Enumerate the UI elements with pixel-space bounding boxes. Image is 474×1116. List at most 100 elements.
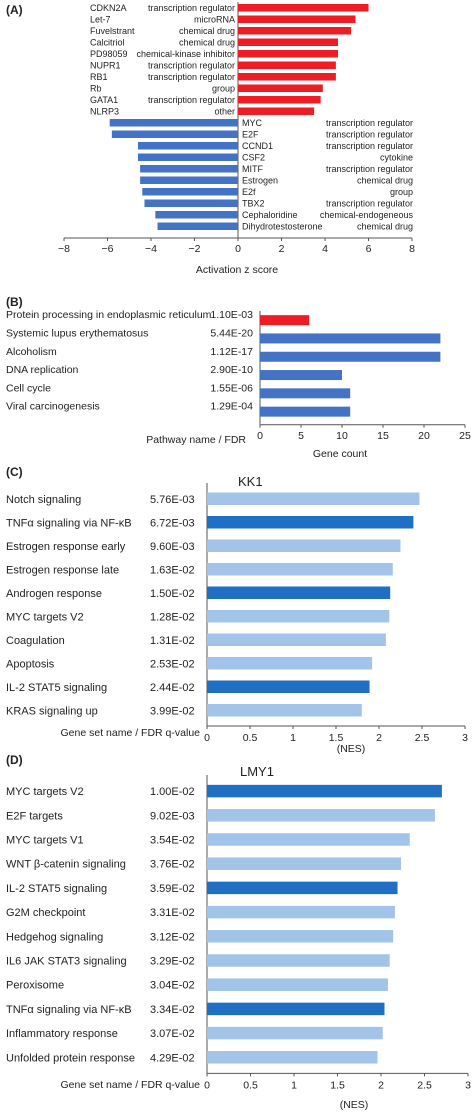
- panel-d-bar: [207, 1051, 378, 1064]
- panel-b-row-fdr: 1.29E-04: [210, 401, 253, 413]
- panel-b-row-fdr: 2.90E-10: [210, 364, 253, 376]
- panel-c-y-axis-label: Gene set name / FDR q-value: [61, 727, 201, 739]
- panel-a-row-name: RB1: [90, 72, 108, 82]
- panel-a-row-name: Cephaloridine: [242, 210, 298, 220]
- panel-d-row-fdr: 3.54E-02: [150, 835, 195, 847]
- panel-d-row-name: Hedgehog signaling: [6, 931, 103, 943]
- panel-c-row-fdr: 1.31E-02: [150, 635, 195, 647]
- panel-d-bar: [207, 784, 442, 798]
- panel-a-bar: [238, 50, 339, 58]
- panel-d-label: (D): [6, 753, 23, 767]
- panel-a-row-category: chemical drug: [357, 221, 413, 231]
- panel-a-row-name: GATA1: [90, 95, 118, 105]
- panel-d-row-fdr: 3.29E-02: [150, 956, 195, 968]
- panel-a-row-category: group: [212, 83, 235, 93]
- panel-c-bar: [207, 563, 393, 576]
- panel-c-bar: [207, 516, 414, 529]
- panel-b-x-tick-label: 10: [336, 430, 348, 442]
- panel-a-row-category: transcription regulator: [148, 3, 235, 13]
- panel-c-title: KK1: [238, 474, 263, 489]
- panel-b-bar: [260, 406, 351, 417]
- panel-a-row-category: chemical drug: [357, 175, 413, 185]
- panel-a-x-tick-label: 4: [322, 243, 328, 255]
- panel-d-bar: [207, 833, 410, 846]
- panel-c-row-fdr: 1.50E-02: [150, 588, 195, 600]
- panel-a-row-category: transcription regulator: [326, 164, 413, 174]
- panel-a-bar: [111, 130, 238, 138]
- panel-d-bar: [207, 857, 402, 870]
- panel-c-label: (C): [6, 465, 23, 479]
- panel-c-bar: [207, 704, 362, 717]
- panel-d-bar: [207, 1002, 385, 1016]
- panel-c-row-fdr: 5.76E-03: [150, 494, 195, 506]
- panel-c-bar: [207, 633, 386, 646]
- panel-a-row-name: Rb: [90, 83, 102, 93]
- panel-d-row-name: TNFα signaling via NF-κB: [6, 1004, 132, 1016]
- panel-a-bar: [144, 199, 238, 207]
- panel-a-bar: [238, 61, 336, 69]
- panel-c-row-fdr: 2.53E-02: [150, 658, 195, 670]
- panel-d-bar: [207, 1026, 383, 1040]
- panel-a-bar: [137, 142, 238, 150]
- panel-b-bar: [260, 333, 441, 344]
- panel-b-x-tick-label: 0: [257, 430, 263, 442]
- panel-a-row-name: Dihydrotestosterone: [242, 221, 323, 231]
- panel-b-chart: (B) 0 5 10 15 20 25 Pathway name / FDR Gene c…: [6, 295, 471, 460]
- panel-a-x-tick-label: −2: [189, 243, 201, 255]
- panel-d-x-tick-label: 2: [378, 1079, 384, 1091]
- panel-a-row-name: Let-7: [90, 14, 111, 24]
- panel-c-x-tick-label: 2.5: [415, 732, 430, 744]
- panel-c-bar: [207, 586, 391, 599]
- panel-d-row-name: MYC targets V2: [6, 786, 84, 798]
- panel-c-bar: [207, 610, 390, 623]
- panel-a-label: (A): [6, 3, 23, 17]
- panel-d-x-tick-label: 3: [465, 1079, 471, 1091]
- panel-d-row-name: Unfolded protein response: [6, 1052, 135, 1064]
- panel-d-row-fdr: 3.59E-02: [150, 883, 195, 895]
- panel-d-row-fdr: 3.04E-02: [150, 980, 195, 992]
- panel-b-row-fdr: 5.44E-20: [210, 327, 253, 339]
- panel-c-x-tick-label: 3: [462, 732, 468, 744]
- panel-a-row-category: transcription regulator: [148, 72, 235, 82]
- panel-a-row-name: Calcitriol: [90, 37, 125, 47]
- panel-a-bar: [142, 188, 238, 196]
- panel-a-x-tick-label: −8: [58, 243, 70, 255]
- panel-c-bar: [207, 492, 420, 505]
- panel-c-row-fdr: 6.72E-03: [150, 517, 195, 529]
- panel-a-row-name: CDKN2A: [90, 3, 127, 13]
- panel-b-row-name: Viral carcinogenesis: [6, 401, 100, 413]
- panel-a-row-name: NUPR1: [90, 60, 121, 70]
- panel-a-row-name: E2F: [242, 129, 259, 139]
- panel-c-row-name: Androgen response: [6, 588, 102, 600]
- panel-d-row-name: E2F targets: [6, 810, 63, 822]
- panel-a-x-tick-label: 6: [366, 243, 372, 255]
- panel-a-x-tick-label: −6: [102, 243, 114, 255]
- panel-a-x-tick-label: 2: [279, 243, 285, 255]
- panel-c-row-name: Apoptosis: [6, 658, 55, 670]
- panel-a-row-category: transcription regulator: [326, 198, 413, 208]
- panel-a-row-category: other: [214, 106, 235, 116]
- panel-a-x-axis: −8 −6 −4 −2 0 2 4 6 8: [58, 237, 415, 255]
- panel-a-row-category: transcription regulator: [148, 95, 235, 105]
- panel-a-row-name: Fuvelstrant: [90, 26, 135, 36]
- panel-b-bar: [260, 388, 351, 399]
- panel-d-row-fdr: 3.07E-02: [150, 1028, 195, 1040]
- panel-a-bar: [238, 107, 315, 115]
- panel-a-x-axis-label: Activation z score: [196, 264, 278, 276]
- panel-d-bar: [207, 905, 395, 919]
- panel-d-row-fdr: 1.00E-02: [150, 786, 195, 798]
- panel-a-row-category: cytokine: [380, 152, 413, 162]
- panel-a-bar: [137, 153, 238, 161]
- panel-c-x-tick-label: 1.5: [329, 732, 344, 744]
- panel-d-row-fdr: 3.34E-02: [150, 1004, 195, 1016]
- panel-d-chart: (D) LMY1 0 0.5 1 1.5 2 2.5 3 Gene set name / F…: [6, 753, 471, 1111]
- panel-c-bar: [207, 657, 373, 670]
- panel-c-row-fdr: 1.63E-02: [150, 564, 195, 576]
- panel-a-bar: [238, 38, 339, 46]
- panel-c-row-name: MYC targets V2: [6, 611, 84, 623]
- panel-b-x-tick-label: 25: [459, 430, 471, 442]
- panel-b-x-tick-label: 15: [377, 430, 389, 442]
- panel-a-row-category: transcription regulator: [326, 129, 413, 139]
- panel-a-bar: [157, 222, 238, 230]
- panel-a-bar: [140, 176, 238, 184]
